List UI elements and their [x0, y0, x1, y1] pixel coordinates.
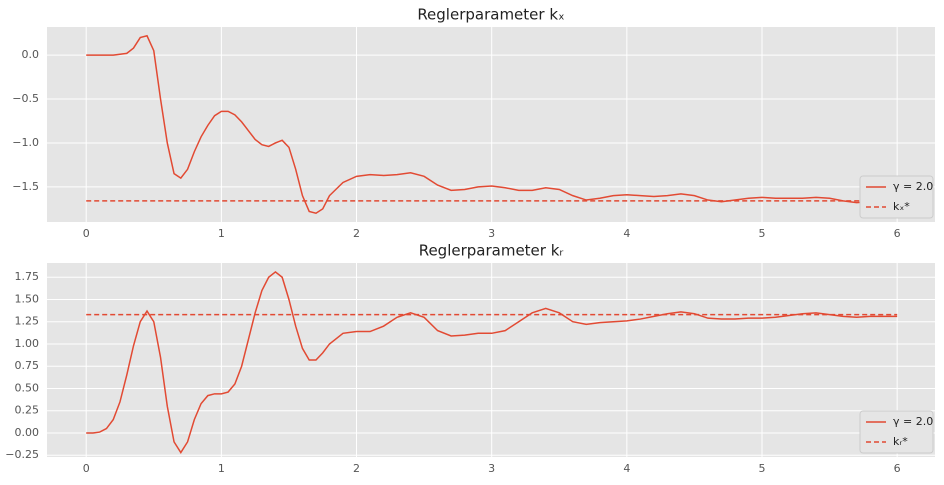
chart-title: Reglerparameter kₓ: [417, 6, 564, 24]
x-tick-label: 2: [353, 462, 360, 475]
y-tick-label: −0.5: [12, 92, 39, 105]
x-tick-label: 4: [623, 227, 630, 240]
y-tick-label: 0.50: [15, 381, 40, 394]
legend-label: kₓ*: [893, 200, 910, 213]
x-tick-label: 0: [83, 227, 90, 240]
y-tick-label: 0.25: [15, 404, 40, 417]
x-tick-label: 0: [83, 462, 90, 475]
x-tick-label: 3: [488, 462, 495, 475]
plot-area: [47, 27, 935, 222]
x-tick-label: 3: [488, 227, 495, 240]
series-line: [86, 34, 898, 215]
legend-label: γ = 2.0: [893, 415, 933, 428]
y-tick-label: 1.75: [15, 270, 40, 283]
plot-area: [47, 263, 935, 457]
y-tick-label: −0.25: [5, 448, 39, 461]
x-tick-label: 2: [353, 227, 360, 240]
y-tick-label: −1.0: [12, 136, 39, 149]
x-tick-label: 6: [894, 227, 901, 240]
x-tick-label: 4: [623, 462, 630, 475]
y-tick-label: 0.0: [22, 48, 40, 61]
y-tick-label: 1.25: [15, 315, 40, 328]
x-tick-label: 6: [894, 462, 901, 475]
legend-label: γ = 2.0: [893, 180, 933, 193]
legend-label: kᵣ*: [893, 435, 908, 448]
y-tick-label: 0.75: [15, 359, 40, 372]
y-tick-label: −1.5: [12, 180, 39, 193]
y-tick-label: 1.00: [15, 337, 40, 350]
x-tick-label: 1: [218, 462, 225, 475]
chart-title: Reglerparameter kᵣ: [419, 242, 564, 260]
y-tick-label: 0.00: [15, 426, 40, 439]
series-line: [86, 270, 898, 454]
x-tick-label: 1: [218, 227, 225, 240]
x-tick-label: 5: [758, 227, 765, 240]
x-tick-label: 5: [758, 462, 765, 475]
y-tick-label: 1.50: [15, 292, 40, 305]
